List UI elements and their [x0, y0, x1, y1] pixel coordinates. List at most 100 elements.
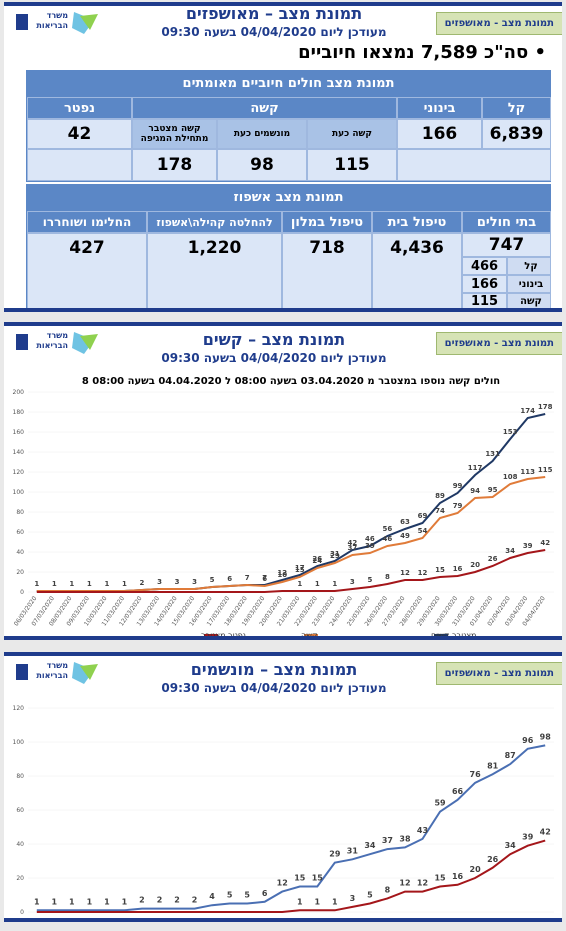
- value-severe-cumulative: 178: [132, 149, 217, 181]
- data-label: 1: [87, 897, 93, 906]
- legend-label-dead: נפטר מצטבר: [201, 631, 246, 640]
- y-tick-label: 100: [13, 489, 25, 496]
- data-label: 66: [452, 787, 464, 796]
- confirmed-table: תמונת מצב חולים חיוביים מאומתים קל בינונ…: [26, 70, 551, 182]
- y-tick-label: 40: [16, 841, 24, 848]
- data-label: 17: [295, 564, 305, 572]
- data-label: 99: [453, 482, 463, 490]
- data-label: 87: [505, 751, 516, 760]
- data-label: 1: [52, 897, 58, 906]
- ministry-logo: משרד הבריאות: [14, 10, 104, 40]
- data-label: 3: [350, 578, 355, 586]
- bottom-bar: [4, 918, 562, 922]
- data-label: 12: [400, 569, 410, 577]
- data-label: 1: [315, 580, 320, 588]
- y-tick-label: 60: [16, 529, 24, 536]
- data-label: 1: [332, 580, 337, 588]
- data-label: 15: [434, 874, 446, 883]
- data-label: 54: [418, 527, 428, 535]
- data-label: 43: [417, 826, 428, 835]
- data-label: 6: [262, 575, 267, 583]
- data-label: 2: [192, 896, 198, 905]
- top-bar: [4, 2, 562, 6]
- data-label: 12: [277, 879, 288, 888]
- data-label: 96: [522, 736, 534, 745]
- sub-severe-cumulative: קשה מצטבר מתחילת המגיפה: [132, 119, 217, 149]
- data-label: 98: [540, 732, 552, 741]
- data-label: 1: [87, 580, 92, 588]
- sub-severe-now: קשה כעת: [307, 119, 397, 149]
- legend-label-severe: קשה: [301, 631, 318, 640]
- data-label: 42: [347, 539, 357, 547]
- col-light: קל: [482, 97, 551, 119]
- data-label: 5: [210, 576, 215, 584]
- section-tag: תמונת מצב - מאושפזים: [435, 662, 562, 685]
- page-subtitle: מעודכן ליום 04/04/2020 בשעה 09:30: [161, 351, 387, 365]
- y-tick-label: 200: [13, 389, 25, 396]
- data-label: 1: [315, 897, 321, 906]
- data-label: 1: [69, 580, 74, 588]
- col-hospitals: בתי חולים: [462, 211, 551, 233]
- value-hospitals: 747: [462, 233, 551, 257]
- data-label: 5: [367, 891, 373, 900]
- value-home-care: 4,436: [372, 233, 462, 310]
- slide-header: משרד הבריאות תמונת מצב – קשים מעודכן ליו…: [4, 322, 562, 365]
- data-label: 16: [452, 872, 464, 881]
- data-label: 1: [104, 897, 110, 906]
- y-tick-label: 0: [20, 589, 24, 596]
- data-label: 3: [350, 894, 356, 903]
- data-label: 31: [330, 550, 340, 558]
- data-label: 29: [329, 850, 341, 859]
- logo-icon: [16, 12, 98, 34]
- y-tick-label: 60: [16, 807, 24, 814]
- data-label: 1: [104, 580, 109, 588]
- data-label: 26: [488, 555, 498, 563]
- ministry-logo: משרד הבריאות: [14, 330, 104, 360]
- data-label: 15: [295, 566, 305, 574]
- breakdown-label-light: קל: [507, 257, 551, 275]
- page-subtitle: מעודכן ליום 04/04/2020 בשעה 09:30: [161, 681, 387, 695]
- value-hotel-care: 718: [282, 233, 372, 310]
- y-tick-label: 120: [13, 469, 25, 476]
- data-label: 6: [227, 575, 232, 583]
- total-positive-bullet: • סה"כ 7,589 נמצאו חיוביים: [298, 42, 546, 63]
- hospitalization-table: תמונת מצב אשפוז בתי חולים טיפול בית טיפו…: [26, 184, 551, 310]
- data-label: 24: [312, 557, 322, 565]
- bottom-bar: [4, 308, 562, 312]
- col-moderate: בינוני: [397, 97, 482, 119]
- page-title: תמונת מצב – מאושפזים: [185, 4, 363, 23]
- data-label: 37: [347, 544, 357, 552]
- series-line-dead: [36, 549, 546, 593]
- y-tick-label: 140: [13, 449, 25, 456]
- y-tick-label: 40: [16, 549, 24, 556]
- chart-title: חולים קשה נוספו במצטבר מ 03.04.2020 בשעה…: [82, 376, 500, 387]
- y-tick-label: 160: [13, 429, 25, 436]
- data-label: 2: [139, 896, 145, 905]
- data-label: 153: [503, 428, 518, 436]
- data-label: 3: [175, 578, 180, 586]
- breakdown-value-light: 466: [462, 257, 507, 275]
- value-pending-decision: 1,220: [147, 233, 282, 310]
- slide-ventilated-chart: משרד הבריאות תמונת מצב – מונשמים מעודכן …: [4, 652, 562, 922]
- data-label: 2: [157, 896, 163, 905]
- value-severe-now: 115: [307, 149, 397, 181]
- data-label: 12: [277, 569, 287, 577]
- data-label: 1: [297, 897, 303, 906]
- col-severe: קשה: [132, 97, 397, 119]
- data-label: 76: [470, 770, 482, 779]
- logo-text: משרד הבריאות: [36, 661, 68, 680]
- value-light: 6,839: [482, 119, 551, 149]
- data-label: 12: [399, 879, 410, 888]
- logo-icon: [16, 662, 98, 684]
- data-label: 8: [385, 885, 391, 894]
- value-moderate: 166: [397, 119, 482, 149]
- page-title: תמונת מצב – קשים: [202, 330, 346, 349]
- data-label: 34: [364, 841, 376, 850]
- breakdown-label-moderate: בינוני: [507, 275, 551, 293]
- data-label: 1: [34, 897, 40, 906]
- data-label: 39: [522, 833, 534, 842]
- slide-severe-chart: משרד הבריאות תמונת מצב – קשים מעודכן ליו…: [4, 322, 562, 640]
- data-label: 29: [330, 552, 340, 560]
- data-label: 4: [209, 892, 215, 901]
